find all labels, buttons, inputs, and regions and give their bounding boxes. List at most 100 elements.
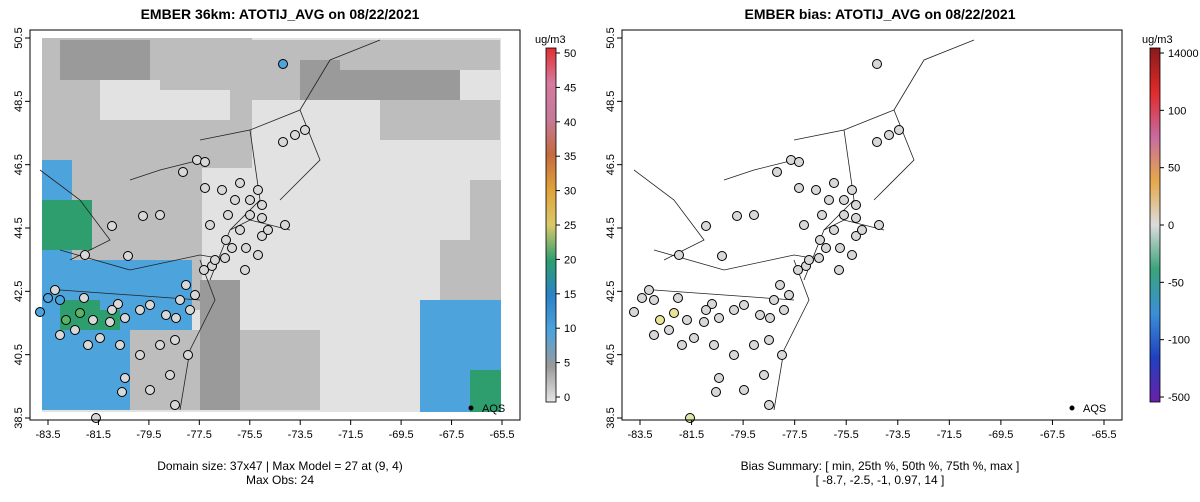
station-marker — [220, 253, 230, 263]
station-marker — [257, 213, 267, 223]
station-marker — [847, 185, 857, 195]
station-marker — [764, 335, 774, 345]
station-marker — [210, 255, 220, 265]
x-tick-label: -83.5 — [35, 429, 60, 441]
boundary-line — [199, 129, 261, 281]
station-marker — [120, 313, 130, 323]
station-marker — [793, 265, 803, 275]
station-marker — [263, 225, 273, 235]
station-marker — [117, 387, 127, 397]
colorbar-tick-label: 30 — [564, 186, 576, 198]
station-marker — [759, 370, 769, 380]
x-axis-ticks: -83.5 -81.5 -79.5 -77.5 -75.5 -73.5 -71.5 -69.5… — [35, 420, 515, 441]
station-marker — [711, 387, 721, 397]
station-marker — [199, 265, 209, 275]
station-marker — [689, 333, 699, 343]
station-marker — [190, 290, 200, 300]
station-marker — [894, 125, 904, 135]
colorbar-tick-label: 25 — [564, 220, 576, 232]
station-marker — [799, 220, 809, 230]
station-marker — [775, 280, 785, 290]
station-marker — [834, 265, 844, 275]
station-marker — [138, 211, 148, 221]
boundary-line — [179, 259, 216, 411]
model-grid-block — [440, 240, 501, 300]
right-colorbar-unit: ug/m3 — [1142, 34, 1173, 46]
station-marker — [717, 251, 727, 261]
station-marker — [714, 313, 724, 323]
station-marker — [257, 231, 267, 241]
station-marker — [644, 285, 654, 295]
station-marker — [105, 317, 115, 327]
station-marker — [872, 137, 882, 147]
station-marker — [839, 210, 849, 220]
x-tick-label: -81.5 — [86, 429, 111, 441]
station-marker — [145, 300, 155, 310]
boundary-line — [843, 39, 975, 131]
x-tick-label: -73.5 — [885, 429, 910, 441]
station-marker — [835, 243, 845, 253]
colorbar-tick-label: -100 — [1168, 335, 1190, 347]
station-marker — [685, 413, 695, 423]
colorbar-tick-label: 14000 — [1168, 48, 1199, 60]
station-marker — [655, 315, 665, 325]
station-marker — [749, 210, 759, 220]
station-marker — [253, 250, 263, 260]
station-marker — [811, 185, 821, 195]
station-marker — [817, 210, 827, 220]
x-tick-label: -77.5 — [187, 429, 212, 441]
station-marker — [749, 340, 759, 350]
station-marker — [664, 325, 674, 335]
station-marker — [755, 310, 765, 320]
station-marker — [235, 178, 245, 188]
x-tick-label: -69.5 — [389, 429, 414, 441]
station-marker — [145, 385, 155, 395]
station-marker — [253, 185, 263, 195]
station-marker — [300, 125, 310, 135]
station-marker — [714, 373, 724, 383]
y-tick-label: 46.5 — [13, 154, 25, 175]
station-marker — [35, 307, 45, 317]
station-marker — [829, 225, 839, 235]
boundary-line — [129, 159, 201, 181]
x-tick-label: -75.5 — [834, 429, 859, 441]
station-marker — [235, 225, 245, 235]
right-footer-line1: Bias Summary: [ min, 25th %, 50th %, 75t… — [740, 459, 1020, 473]
y-tick-label: 42.5 — [605, 281, 617, 302]
x-tick-label: -67.5 — [439, 429, 464, 441]
station-marker — [240, 265, 250, 275]
y-tick-label: 40.5 — [13, 344, 25, 365]
model-grid-block — [60, 40, 150, 80]
station-marker — [170, 335, 180, 345]
y-tick-label: 38.5 — [605, 407, 617, 428]
station-marker — [115, 340, 125, 350]
station-marker — [135, 305, 145, 315]
station-marker — [729, 350, 739, 360]
station-marker — [779, 305, 789, 315]
y-tick-label: 40.5 — [605, 344, 617, 365]
x-tick-label: -81.5 — [679, 429, 704, 441]
right-map-panel: -83.5 -81.5 -79.5 -77.5 -75.5 -73.5 -71.5 -69.5… — [600, 0, 1200, 502]
boundary-line — [633, 169, 705, 261]
station-marker — [764, 400, 774, 410]
x-tick-label: -75.5 — [237, 429, 262, 441]
aqs-legend-dot — [468, 405, 474, 411]
boundary-line — [793, 129, 855, 281]
station-marker — [120, 373, 130, 383]
x-tick-label: -65.5 — [1091, 429, 1116, 441]
left-map-plot: -83.5 -81.5 -79.5 -77.5 -75.5 -73.5 -71.5 -69.5… — [13, 27, 576, 441]
station-marker — [75, 308, 85, 318]
station-marker — [701, 221, 711, 231]
station-marker — [185, 305, 195, 315]
colorbar-tick-label: 0 — [564, 392, 570, 404]
station-marker — [739, 385, 749, 395]
station-marker — [649, 295, 659, 305]
station-marker — [181, 280, 191, 290]
station-marker — [847, 250, 857, 260]
colorbar-tick-label: 45 — [564, 82, 576, 94]
station-marker — [217, 185, 227, 195]
colorbar-tick-label: 20 — [564, 254, 576, 266]
station-marker — [629, 307, 639, 317]
x-tick-label: -71.5 — [338, 429, 363, 441]
